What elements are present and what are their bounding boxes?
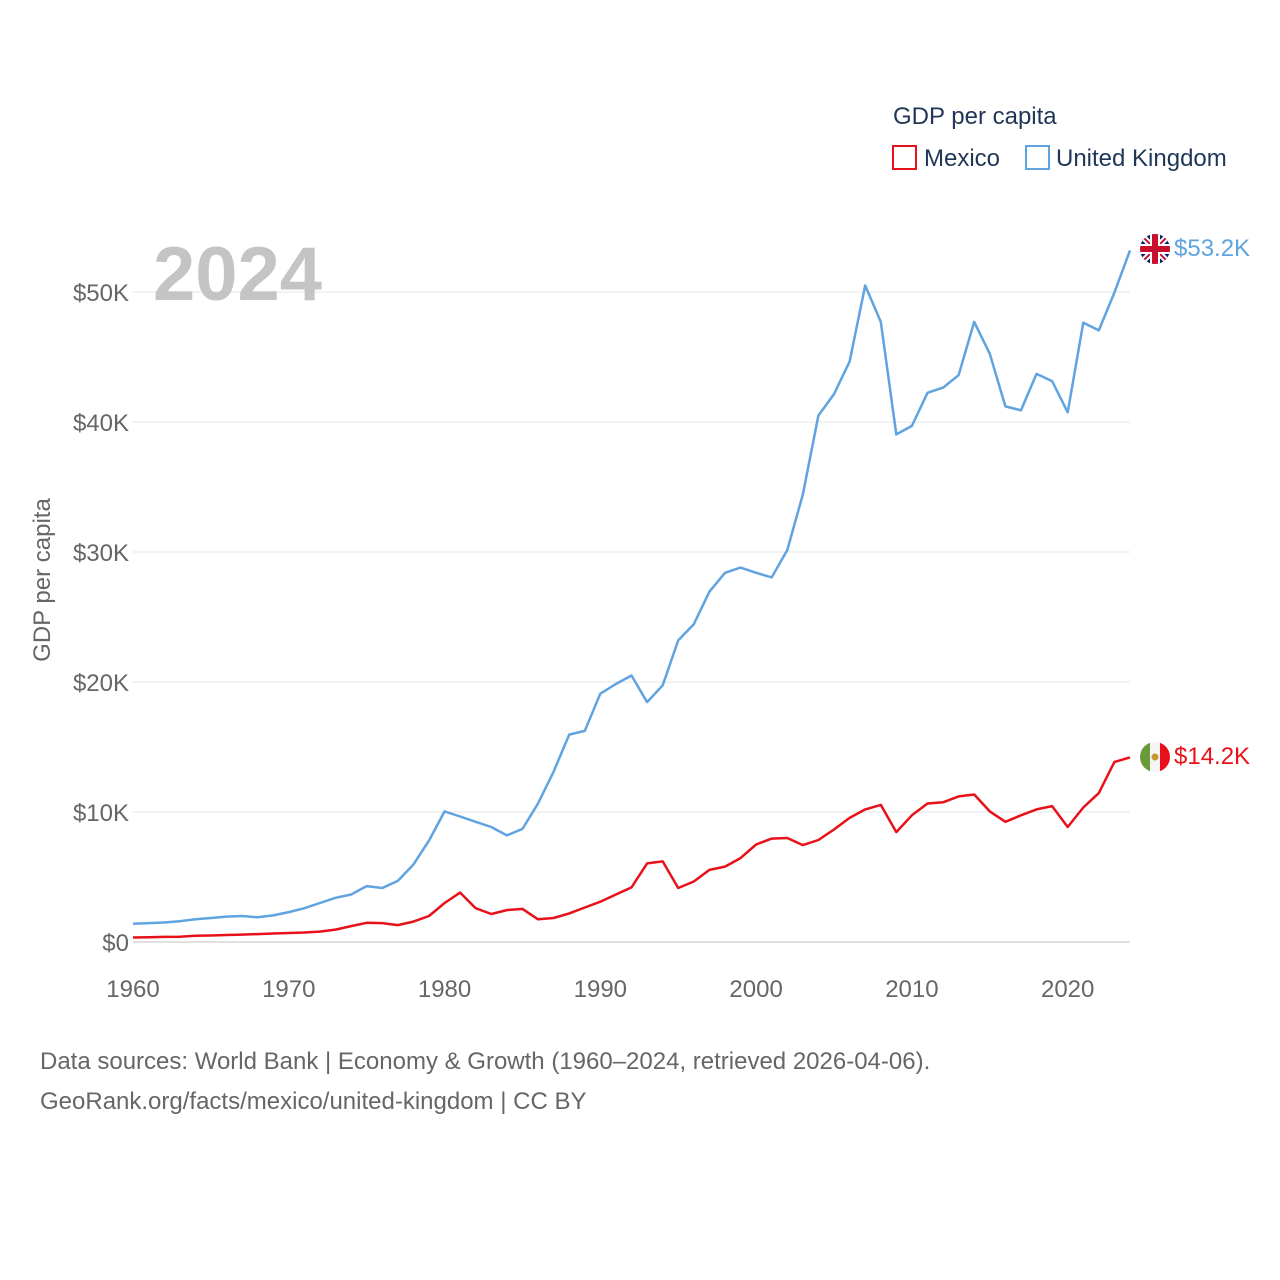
end-value-united-kingdom: $53.2K	[1174, 235, 1250, 262]
y-tick-label: $10K	[73, 800, 129, 827]
series-line-mexico	[132, 756, 1131, 939]
data-source-note: Data sources: World Bank | Economy & Gro…	[40, 1042, 930, 1122]
legend-title: GDP per capita	[893, 103, 1057, 130]
legend-label-mexico: Mexico	[924, 145, 1000, 172]
y-tick-label: $40K	[73, 410, 129, 437]
y-tick-label: $50K	[73, 280, 129, 307]
x-tick-label: 2010	[885, 976, 938, 1003]
source-line-1: Data sources: World Bank | Economy & Gro…	[40, 1048, 931, 1075]
mexico-flag-icon	[1140, 742, 1170, 772]
x-axis: 1960 1970 1980 1990 2000 2010 2020	[106, 976, 1094, 1003]
y-axis: $0 $10K $20K $30K $40K $50K	[73, 280, 129, 957]
line-chart: $0 $10K $20K $30K $40K $50K 1960 1970 1980 1990 2…	[29, 103, 1250, 1003]
legend: GDP per capita Mexico United Kingdom	[892, 103, 1227, 172]
source-line-2: GeoRank.org/facts/mexico/united-kingdom …	[40, 1088, 587, 1115]
series-line-united-kingdom	[132, 249, 1132, 926]
x-tick-label: 2000	[729, 976, 782, 1003]
legend-label-united-kingdom: United Kingdom	[1056, 145, 1227, 172]
year-label: 2024	[153, 232, 322, 317]
x-tick-label: 1960	[106, 976, 159, 1003]
x-tick-label: 2020	[1041, 976, 1094, 1003]
x-tick-label: 1990	[574, 976, 627, 1003]
y-tick-label: $30K	[73, 540, 129, 567]
y-tick-label: $20K	[73, 670, 129, 697]
legend-swatch-mexico	[892, 145, 917, 170]
uk-flag-icon	[1140, 234, 1170, 264]
gridlines	[133, 291, 1130, 943]
y-axis-label: GDP per capita	[29, 498, 56, 662]
x-tick-label: 1980	[418, 976, 471, 1003]
end-value-mexico: $14.2K	[1174, 743, 1250, 770]
y-tick-label: $0	[102, 930, 129, 957]
x-tick-label: 1970	[262, 976, 315, 1003]
legend-swatch-united-kingdom	[1025, 145, 1050, 170]
